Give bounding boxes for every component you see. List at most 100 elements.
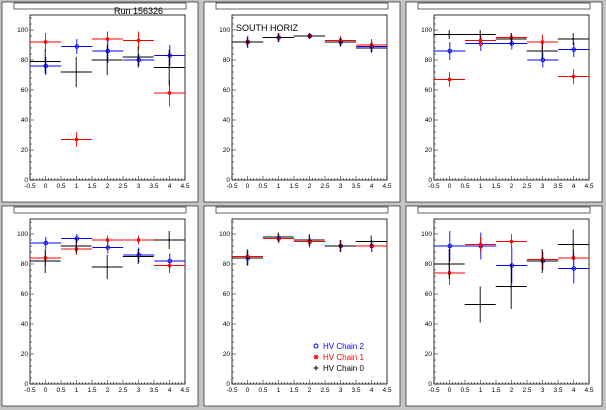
data-point	[43, 259, 47, 263]
x-tick-label: 0	[448, 387, 452, 394]
series-chain0	[29, 231, 185, 279]
legend-marker	[313, 343, 319, 349]
x-tick-label: 4.5	[584, 387, 593, 394]
panel-annotation: Run 156326	[114, 6, 163, 16]
y-tick-label: 60	[223, 291, 231, 298]
x-tick-label: -0.5	[24, 183, 36, 190]
x-tick-label: 0	[44, 387, 48, 394]
y-tick-label: 40	[425, 321, 433, 328]
pad-background	[203, 205, 401, 407]
x-tick-label: 2.5	[118, 183, 127, 190]
pad-title-box	[417, 206, 591, 214]
data-point	[571, 47, 577, 52]
x-tick-label: 3	[339, 387, 343, 394]
y-tick-label: 20	[223, 351, 231, 358]
legend-marker	[313, 365, 319, 371]
legend-label: HV Chain 1	[323, 353, 364, 362]
x-tick-label: 2.5	[320, 183, 329, 190]
y-tick-label: 80	[21, 57, 29, 64]
y-tick-label: 0	[428, 177, 432, 184]
legend-marker	[313, 354, 319, 360]
x-tick-label: 4.5	[584, 183, 593, 190]
series-chain0	[231, 33, 387, 53]
x-tick-label: 0.5	[460, 387, 469, 394]
y-tick-label: 20	[21, 147, 29, 154]
y-tick-label: 20	[425, 351, 433, 358]
x-tick-label: 2.5	[320, 387, 329, 394]
panel-annotation: SOUTH HORIZ	[236, 23, 299, 33]
y-tick-label: 0	[24, 381, 28, 388]
data-point	[307, 238, 311, 242]
legend: HV Chain 2 HV Chain 1 HV Chain 0	[313, 342, 364, 373]
y-tick-label: 100	[219, 231, 230, 238]
series-chain2	[30, 234, 186, 269]
x-tick-label: 3.5	[351, 183, 360, 190]
data-point	[74, 70, 78, 74]
pad-background	[405, 205, 603, 407]
y-tick-label: 20	[425, 147, 433, 154]
data-point	[447, 77, 452, 82]
data-point	[276, 235, 280, 239]
y-tick-label: 0	[226, 177, 230, 184]
y-tick-label: 0	[428, 381, 432, 388]
x-tick-label: 4	[168, 387, 172, 394]
data-point	[74, 236, 80, 241]
data-point	[478, 38, 483, 43]
x-tick-label: 0.5	[258, 387, 267, 394]
y-tick-label: 40	[223, 117, 231, 124]
y-tick-label: 100	[421, 27, 432, 34]
pad-background	[203, 1, 401, 203]
x-tick-label: 0.5	[56, 183, 65, 190]
y-tick-label: 80	[21, 261, 29, 268]
data-point	[307, 34, 311, 38]
x-tick-label: 3	[137, 183, 141, 190]
y-tick-label: 60	[21, 87, 29, 94]
data-point	[245, 256, 249, 260]
y-tick-label: 40	[223, 321, 231, 328]
data-point	[478, 242, 483, 247]
data-point	[447, 243, 453, 249]
x-tick-label: 1.5	[87, 387, 96, 394]
data-point	[540, 259, 544, 263]
data-point	[369, 46, 373, 50]
y-tick-label: 80	[425, 57, 433, 64]
x-tick-label: 2.5	[118, 387, 127, 394]
pad-background	[1, 1, 199, 203]
x-tick-label: 2.5	[522, 183, 531, 190]
x-tick-label: 4	[370, 387, 374, 394]
x-tick-label: 1.5	[491, 183, 500, 190]
data-point	[74, 44, 80, 49]
x-tick-label: 3.5	[149, 387, 158, 394]
legend-label: HV Chain 0	[323, 364, 364, 373]
y-tick-label: 60	[425, 291, 433, 298]
data-point	[105, 265, 109, 269]
x-tick-label: 3.5	[351, 387, 360, 394]
data-point	[43, 240, 49, 246]
y-tick-label: 60	[223, 87, 231, 94]
data-point	[540, 57, 546, 63]
x-tick-label: 1	[479, 387, 483, 394]
x-tick-label: 4	[572, 183, 576, 190]
y-tick-label: 100	[219, 27, 230, 34]
series-chain2	[30, 39, 186, 75]
x-tick-label: 3	[137, 387, 141, 394]
data-point	[74, 244, 78, 248]
x-tick-label: 0	[246, 387, 250, 394]
data-point	[338, 40, 342, 44]
data-point	[136, 57, 142, 63]
data-point	[136, 38, 141, 43]
data-point	[245, 40, 249, 44]
y-tick-label: 20	[223, 147, 231, 154]
data-point	[447, 48, 453, 54]
x-tick-label: -0.5	[226, 387, 238, 394]
data-point	[105, 37, 110, 41]
data-point	[540, 49, 544, 53]
y-tick-label: 40	[21, 117, 29, 124]
x-tick-label: -0.5	[226, 183, 238, 190]
data-point	[478, 303, 482, 306]
data-point	[509, 285, 513, 288]
